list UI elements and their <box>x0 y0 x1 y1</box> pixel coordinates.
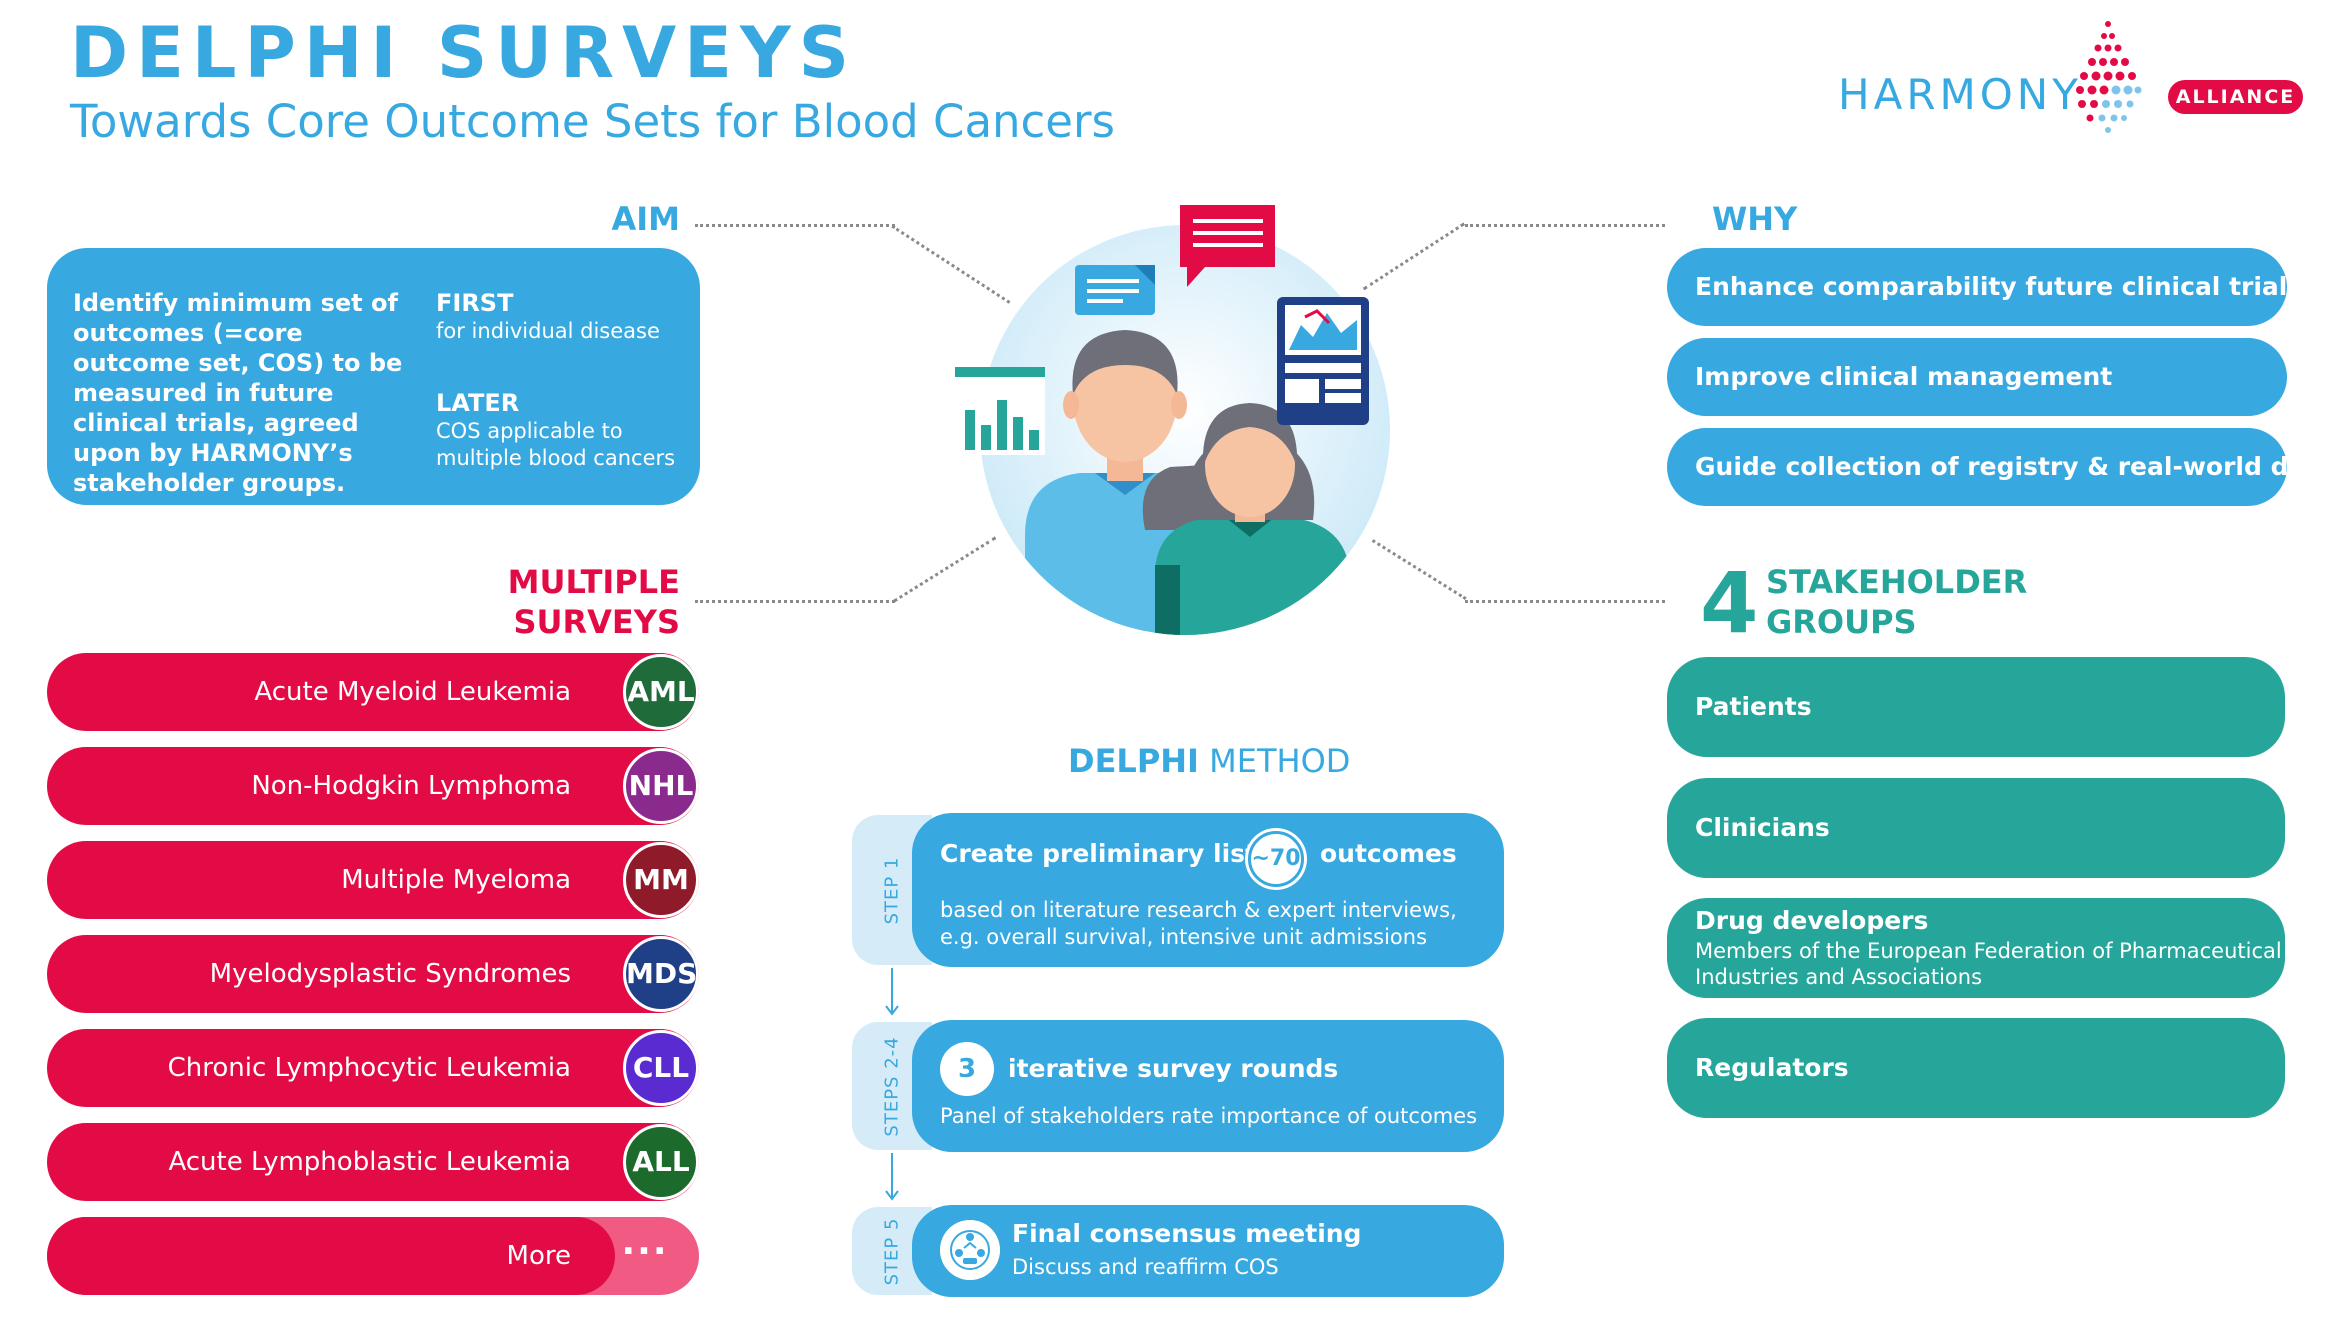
stakeholder-description: Members of the European Federation of Ph… <box>1695 939 2282 989</box>
more-label: More <box>506 1241 571 1271</box>
surveys-heading: MULTIPLE SURVEYS <box>470 562 680 642</box>
stakeholder-patients: Patients <box>1667 657 2285 757</box>
survey-item-aml: Acute Myeloid Leukemia AML <box>47 653 699 731</box>
stakeholder-label: Patients <box>1695 692 1812 721</box>
surveys-leader-line <box>695 600 895 603</box>
aim-main-text: Identify minimum set of outcomes (=core … <box>73 289 403 497</box>
why-heading: WHY <box>1712 200 1798 238</box>
step2-title: iterative survey rounds <box>1008 1054 1339 1083</box>
survey-item-all: Acute Lymphoblastic Leukemia ALL <box>47 1123 699 1201</box>
more-dots-icon: ··· <box>621 1231 669 1272</box>
aim-first-label: FIRST <box>436 289 514 317</box>
why-item: Improve clinical management <box>1667 338 2287 416</box>
more-pill-inner <box>47 1217 615 1295</box>
step5-tab-label: STEP 5 <box>881 1217 903 1285</box>
step1-box: Create preliminary list of ~70 outcomes … <box>912 813 1504 967</box>
page-title: DELPHI SURVEYS <box>70 12 858 94</box>
survey-label: Acute Lymphoblastic Leukemia <box>168 1147 571 1177</box>
step5-description: Discuss and reaffirm COS <box>1012 1255 1279 1279</box>
step5-title: Final consensus meeting <box>1012 1219 1362 1248</box>
page-subtitle: Towards Core Outcome Sets for Blood Canc… <box>70 95 1115 148</box>
arrow-down-icon <box>885 1153 899 1201</box>
step2-description: Panel of stakeholders rate importance of… <box>940 1104 1478 1128</box>
survey-item-more: More ··· <box>47 1217 699 1295</box>
aml-badge: AML <box>623 654 699 730</box>
step1-title: Create preliminary list of <box>940 839 1294 868</box>
stakeholders-heading-line1: STAKEHOLDER <box>1766 563 2028 601</box>
survey-label: Myelodysplastic Syndromes <box>209 959 571 989</box>
aim-later: LATER COS applicable to multiple blood c… <box>436 388 696 472</box>
step5-box: Final consensus meeting Discuss and reaf… <box>912 1205 1504 1297</box>
survey-item-cll: Chronic Lymphocytic Leukemia CLL <box>47 1029 699 1107</box>
step1-title-end: outcomes <box>1320 839 1457 868</box>
aim-heading: AIM <box>611 200 680 238</box>
aim-later-label: LATER <box>436 389 520 417</box>
alliance-badge: ALLIANCE <box>2168 80 2303 114</box>
aim-first: FIRST for individual disease <box>436 288 696 345</box>
step1-description: based on literature research & expert in… <box>940 898 1457 949</box>
stakeholders-illustration <box>955 205 1390 635</box>
surveys-heading-line2: SURVEYS <box>513 603 680 641</box>
step1-tab-label: STEP 1 <box>881 856 903 924</box>
stakeholders-heading: STAKEHOLDER GROUPS <box>1766 562 2027 642</box>
survey-item-mds: Myelodysplastic Syndromes MDS <box>47 935 699 1013</box>
why-item: Enhance comparability future clinical tr… <box>1667 248 2302 326</box>
cll-badge: CLL <box>623 1030 699 1106</box>
stakeholder-regulators: Regulators <box>1667 1018 2285 1118</box>
aim-leader-line <box>695 224 895 227</box>
surveys-heading-line1: MULTIPLE <box>507 563 680 601</box>
aim-later-text: COS applicable to multiple blood cancers <box>436 419 676 470</box>
nhl-badge: NHL <box>623 748 699 824</box>
meeting-icon <box>940 1220 1000 1280</box>
survey-label: Multiple Myeloma <box>341 865 571 895</box>
stakeholder-label: Clinicians <box>1695 813 1830 842</box>
all-badge: ALL <box>623 1124 699 1200</box>
why-leader-line <box>1465 224 1665 227</box>
method-heading-rest: METHOD <box>1198 742 1351 780</box>
arrow-down-icon <box>885 968 899 1016</box>
harmony-alliance-logo: HARMONY ALLIANCE <box>1838 18 2308 138</box>
step1-count-badge: ~70 <box>1248 831 1304 887</box>
survey-label: Chronic Lymphocytic Leukemia <box>167 1053 571 1083</box>
step2-tab-label: STEPS 2-4 <box>881 1035 903 1137</box>
stakeholder-label: Drug developers <box>1695 906 1929 935</box>
step2-count-badge: 3 <box>940 1042 994 1096</box>
stakeholders-leader-line <box>1465 600 1665 603</box>
survey-item-mm: Multiple Myeloma MM <box>47 841 699 919</box>
mds-badge: MDS <box>623 936 699 1012</box>
survey-label: Non-Hodgkin Lymphoma <box>251 771 571 801</box>
step2-box: 3 iterative survey rounds Panel of stake… <box>912 1020 1504 1152</box>
aim-box: Identify minimum set of outcomes (=core … <box>47 248 700 505</box>
stakeholder-clinicians: Clinicians <box>1667 778 2285 878</box>
method-heading: DELPHI METHOD <box>1068 742 1350 780</box>
logo-wordmark: HARMONY <box>1838 70 2082 119</box>
stakeholder-drug-developers: Drug developers Members of the European … <box>1667 898 2285 998</box>
survey-label: Acute Myeloid Leukemia <box>254 677 571 707</box>
stakeholder-count: 4 <box>1700 554 1759 652</box>
dotted-drop-icon <box>2076 21 2142 133</box>
stakeholder-label: Regulators <box>1695 1053 1849 1082</box>
stakeholders-heading-line2: GROUPS <box>1766 603 1917 641</box>
method-heading-bold: DELPHI <box>1068 742 1199 780</box>
survey-item-nhl: Non-Hodgkin Lymphoma NHL <box>47 747 699 825</box>
mm-badge: MM <box>623 842 699 918</box>
aim-first-text: for individual disease <box>436 319 660 343</box>
why-item: Guide collection of registry & real-worl… <box>1667 428 2334 506</box>
